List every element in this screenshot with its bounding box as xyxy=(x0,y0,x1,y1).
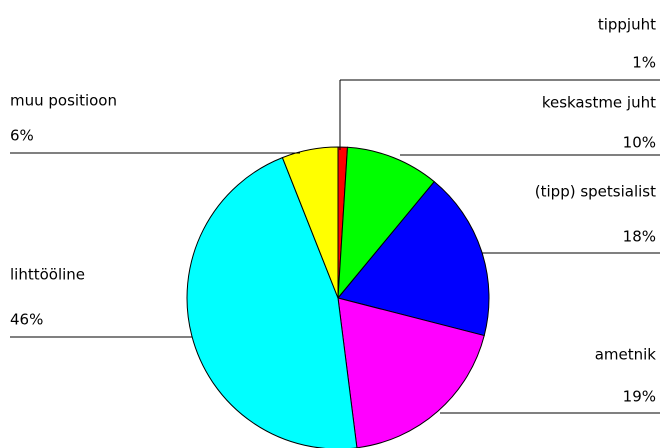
pie-slice xyxy=(281,146,339,299)
slice-label: lihttööline xyxy=(10,266,85,284)
slice-value-label: 18% xyxy=(623,228,656,246)
pie-slice xyxy=(337,180,490,337)
slice-label: ametnik xyxy=(595,346,657,364)
slice-label: keskastme juht xyxy=(542,94,656,112)
slice-label: (tipp) spetsialist xyxy=(535,183,656,201)
slice-label: tippjuht xyxy=(598,16,656,34)
pie-slice xyxy=(186,156,358,448)
pie-slice xyxy=(337,297,485,448)
pie-slice xyxy=(337,146,435,300)
slice-value-label: 1% xyxy=(632,54,656,72)
slice-value-label: 10% xyxy=(623,134,656,152)
slice-value-label: 6% xyxy=(10,127,34,145)
slice-value-label: 19% xyxy=(623,388,656,406)
slice-label: muu positioon xyxy=(10,92,117,110)
slice-value-label: 46% xyxy=(10,311,43,329)
